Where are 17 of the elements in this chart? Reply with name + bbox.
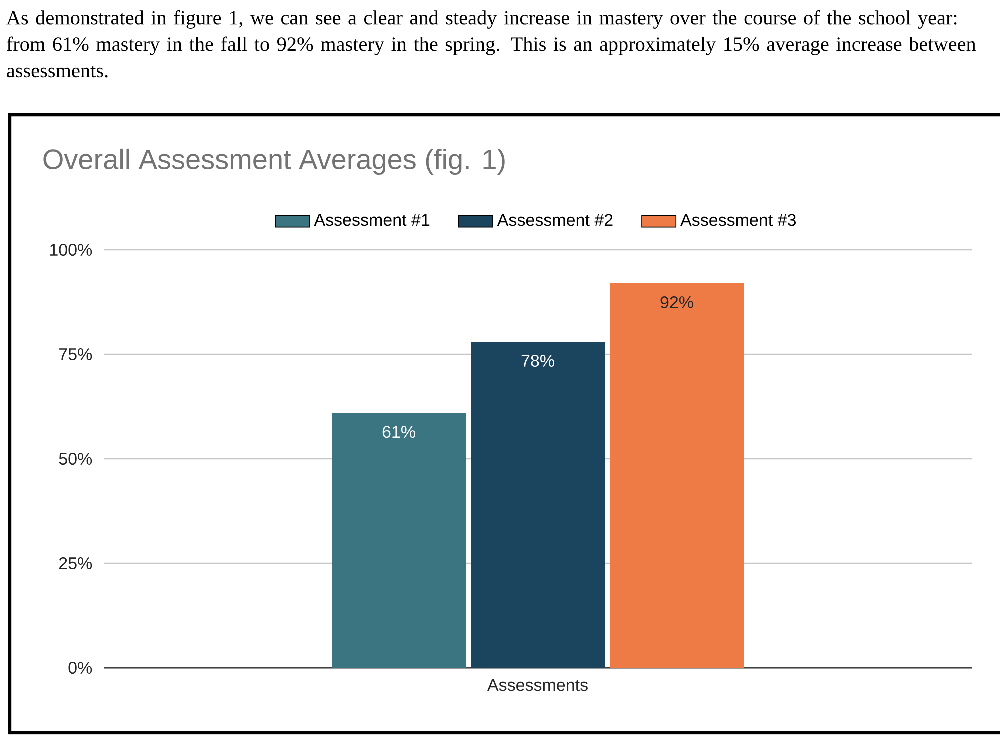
data-label: 92% xyxy=(660,296,694,309)
data-label: 78% xyxy=(522,355,554,368)
bar xyxy=(332,413,466,668)
text: As demonstrated in figure 1, we can see a clear and steady increase in mastery over the course of the school year: from 61% mastery in the fall to 92% mastery in the spring. This is an approximately 15% average increase between assessments. xyxy=(6,10,976,78)
legend-label: Assessment #1 xyxy=(314,214,430,226)
y-tick-label: 75% xyxy=(60,348,92,360)
y-tick-label: 25% xyxy=(59,557,92,570)
x-tick-label: Assessments xyxy=(488,679,588,692)
bar xyxy=(471,342,606,668)
legend-label: Assessment #2 xyxy=(497,214,613,226)
y-tick-label: 0% xyxy=(68,662,92,674)
y-tick-label: 100% xyxy=(50,244,92,256)
data-label: 61% xyxy=(382,426,416,438)
y-tick-label: 50% xyxy=(59,452,92,466)
bar xyxy=(610,283,744,668)
chart-title: Overall Assessment Averages (fig. 1) xyxy=(44,148,505,176)
legend-label: Assessment #3 xyxy=(680,214,796,226)
